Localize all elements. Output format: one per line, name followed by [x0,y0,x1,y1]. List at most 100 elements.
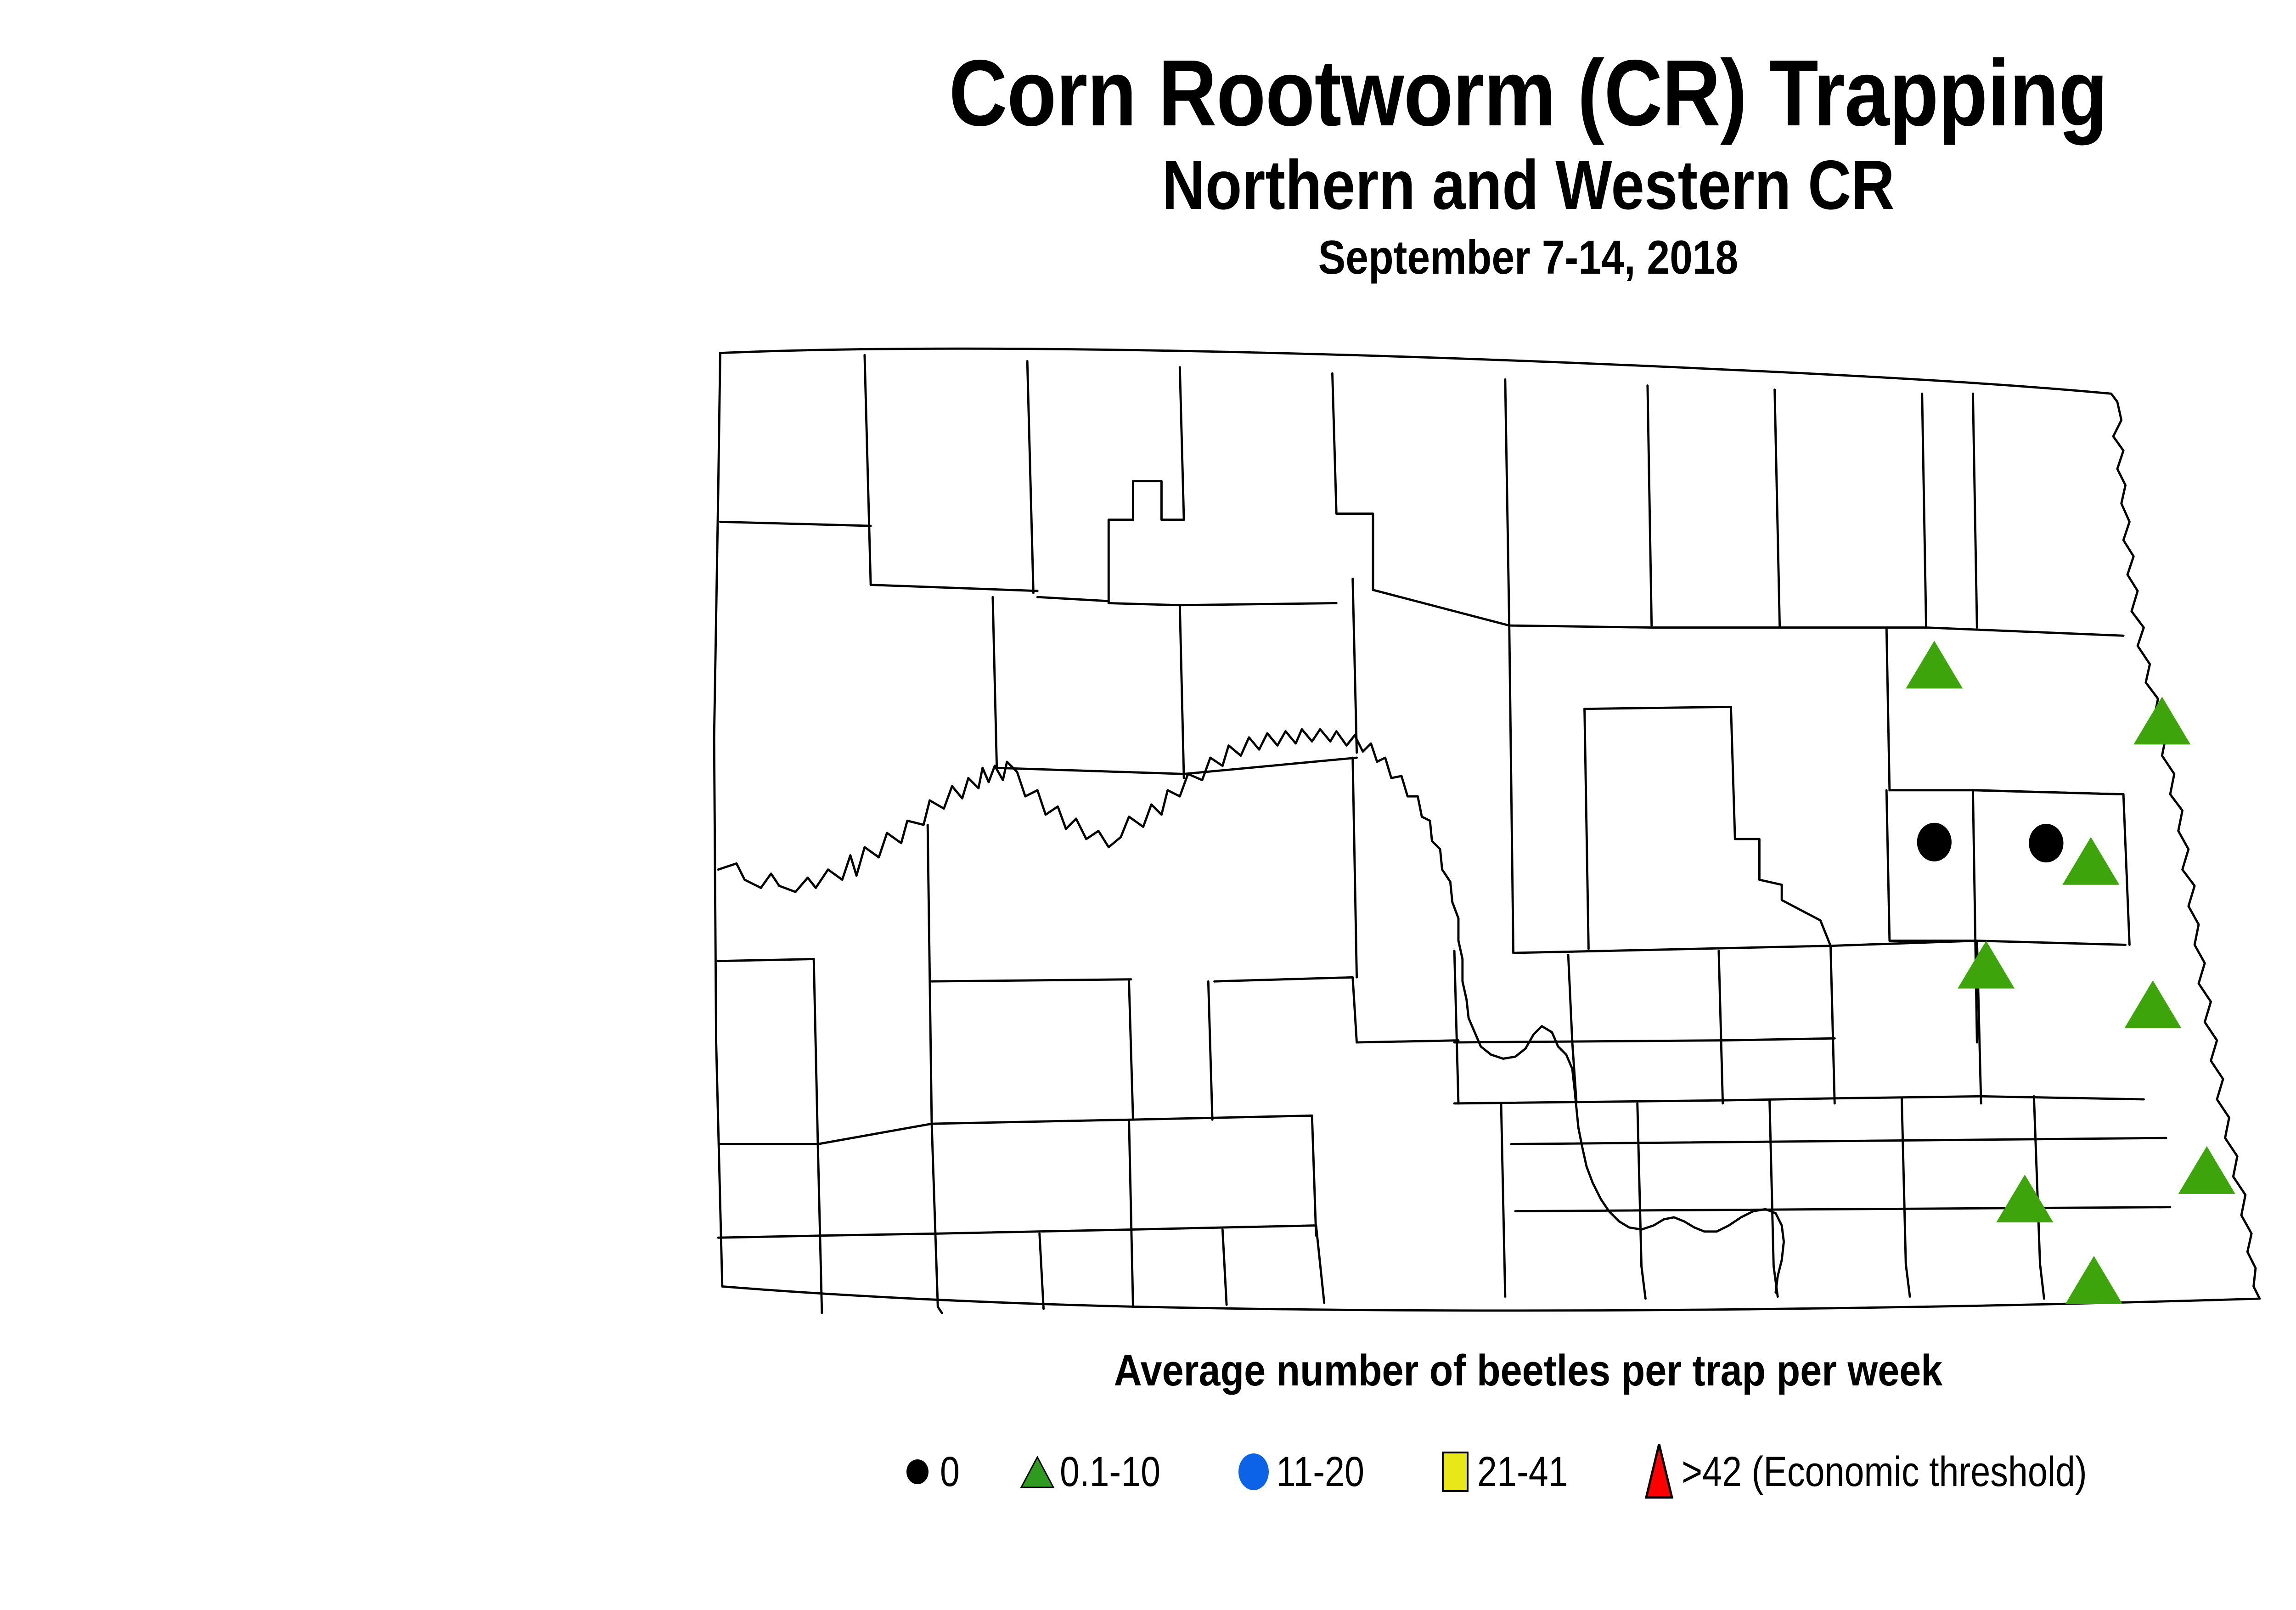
county-line-h2-c [996,766,1185,775]
county-line-r1-v9 [1971,392,1978,629]
county-line-x14 [821,1232,939,1237]
county-line-r2-v5 [1583,708,1590,950]
county-line-e13 [1833,1095,1982,1100]
county-line-r2-v7 [1885,626,1891,792]
county-line-c16 [1351,756,1358,979]
county-line-r2-v2 [1178,604,1185,779]
county-line-e6 [1717,950,1724,1105]
county-line-x12 [936,1306,943,1314]
county-line-c12 [1128,1114,1313,1121]
county-line-h1-c [1036,596,1181,607]
county-line-h1-a [719,520,872,527]
county-line-e12 [1722,1097,1836,1102]
county-line-r2-v8 [1971,789,1978,1044]
county-line-c8 [930,1118,1131,1125]
county-line-e15 [1636,1102,1643,1267]
county-line-r1-v1 [863,354,872,586]
county-line-e11 [1453,1099,1724,1105]
county-line-e17 [1900,1097,1907,1266]
county-line-h1-d [1178,602,1338,607]
county-line-x15 [936,1228,1134,1235]
trap-marker-triangle-6[interactable] [1958,940,2015,989]
north-dakota-map[interactable] [698,331,2296,1327]
legend-item-zero[interactable]: 0 [892,1437,963,1506]
legend-label-zero: 0 [940,1448,960,1495]
county-line-r2-v4 [1508,624,1515,954]
county-line-e7 [1829,945,1836,1105]
county-line-x17 [1315,1224,1326,1304]
legend-item-high[interactable]: 21-41 [1429,1437,1585,1506]
county-line-x9 [1904,1263,1911,1298]
county-line-r1-v3 [1107,366,1185,604]
county-line-r1-v4 [1331,372,1374,591]
county-line-c1 [717,957,815,963]
county-line-h1-b [869,584,1039,592]
county-line-x5 [1885,789,1891,942]
county-line-x7 [2122,793,2131,946]
county-line-r1-v2 [1026,360,1035,594]
county-line-x4 [1971,789,2125,796]
legend-label-mid: 11-20 [1276,1448,1364,1495]
county-line-h2-a [1583,705,1732,710]
county-line-h2-d [1182,756,1358,775]
legend-item-threshold[interactable]: >42 (Economic threshold) [1634,1437,2164,1506]
trap-marker-dot-3[interactable] [1917,822,1952,861]
trap-marker-triangle-5[interactable] [2062,837,2120,885]
map-caption: Average number of beetles per trap per w… [1114,1346,1943,1395]
trap-site-markers[interactable] [1906,641,2235,1304]
map-svg [713,347,2261,1314]
county-line-e1 [1512,945,1832,954]
county-line-e16 [1768,1099,1775,1267]
trap-marker-triangle-8[interactable] [2178,1146,2235,1194]
trap-marker-triangle-1[interactable] [1906,641,1963,689]
county-line-c14 [1207,980,1214,1121]
county-line-c10 [1128,980,1134,1121]
county-line-h1-e [1372,589,1511,627]
county-line-c2 [812,957,819,1145]
trap-marker-triangle-7[interactable] [2124,980,2182,1028]
county-line-c7 [816,1122,933,1145]
legend-circle-black-icon [892,1437,943,1506]
county-line-c13 [1311,1114,1317,1237]
trap-marker-triangle-2[interactable] [2133,697,2191,745]
county-boundaries [713,347,2261,1314]
legend-item-low[interactable]: 0.1-10 [1012,1437,1180,1506]
county-line-x16 [1131,1224,1317,1231]
legend: 0 0.1-10 11-20 21-41 [0,1437,2296,1506]
county-line-r1-v8 [1921,392,1928,629]
trap-marker-dot-4[interactable] [2029,823,2064,863]
trap-marker-triangle-9[interactable] [1996,1174,2054,1222]
county-line-x3 [1356,1039,1460,1044]
state-outline [713,347,2261,1312]
county-line-e19 [1510,1137,2167,1145]
legend-square-yellow-icon [1429,1437,1480,1506]
county-line-r1-v6 [1646,384,1653,627]
county-line-e10 [1722,1037,1836,1042]
county-line-e3 [1975,940,2127,946]
county-line-x19 [1221,1228,1228,1306]
county-line-e14 [1980,1095,2145,1101]
county-line-e20 [1514,1206,2172,1213]
county-line-c5 [926,823,933,1125]
legend-label-high: 21-41 [1477,1448,1568,1495]
county-line-c11 [930,978,1132,983]
county-line-e4 [1453,950,1460,1105]
legend-label-threshold: >42 (Economic threshold) [1682,1448,2088,1495]
legend-item-mid[interactable]: 11-20 [1228,1437,1381,1506]
county-line-x2 [1351,976,1358,1044]
county-line-x8 [2039,1263,2045,1300]
page-subtitle: Northern and Western CR [1162,146,1895,224]
county-line-r2-v3 [1351,577,1358,754]
county-line-c15 [1213,976,1354,983]
missouri-river-lake-sakakawea [717,728,1785,1294]
county-line-r1-v7 [1773,388,1781,629]
legend-triangle-red-icon [1634,1437,1684,1506]
date-range-label: September 7-14, 2018 [1318,231,1739,284]
title-block: Corn Rootworm (CR) Trapping Northern and… [0,0,2296,281]
county-line-c6 [930,1122,939,1308]
trap-marker-triangle-10[interactable] [2065,1256,2122,1304]
county-line-c4 [816,1143,823,1314]
legend-triangle-green-icon [1012,1437,1063,1506]
county-line-x18 [1038,1232,1045,1310]
